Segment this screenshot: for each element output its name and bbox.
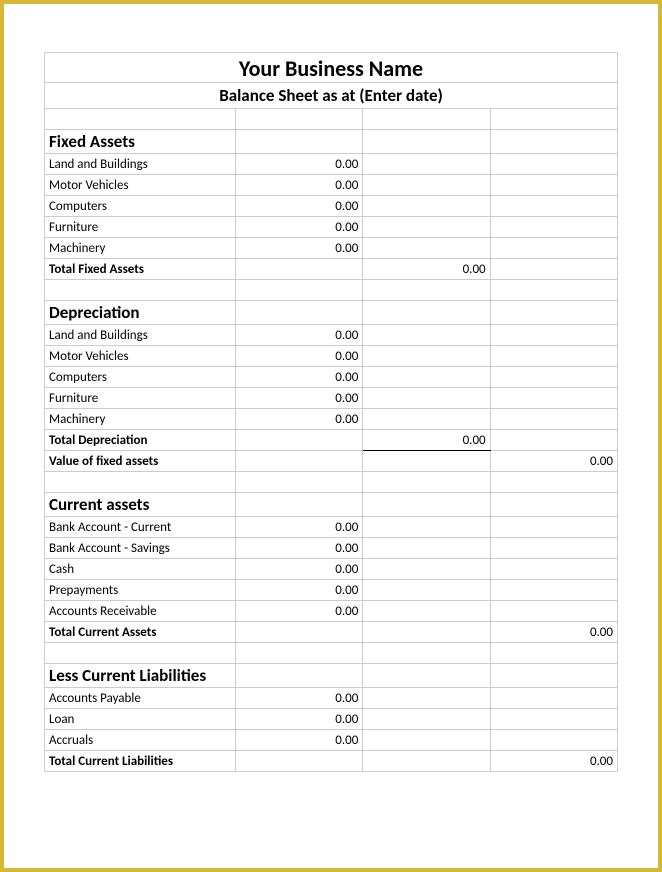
spacer-row [45, 643, 618, 664]
spacer-row [45, 109, 618, 130]
row-value: 0.00 [236, 538, 363, 559]
table-row: Cash 0.00 [45, 559, 618, 580]
row-label: Furniture [45, 388, 236, 409]
row-value: 0.00 [236, 601, 363, 622]
table-row: Furniture 0.00 [45, 388, 618, 409]
value-of-fixed-assets-value: 0.00 [490, 451, 617, 472]
total-current-assets-label: Total Current Assets [45, 622, 236, 643]
total-fixed-assets-value: 0.00 [363, 259, 490, 280]
row-value: 0.00 [236, 346, 363, 367]
row-label: Motor Vehicles [45, 175, 236, 196]
row-label: Computers [45, 196, 236, 217]
row-value: 0.00 [236, 325, 363, 346]
table-row: Loan 0.00 [45, 709, 618, 730]
row-value: 0.00 [236, 730, 363, 751]
total-fixed-assets-label: Total Fixed Assets [45, 259, 236, 280]
total-depreciation-value: 0.00 [363, 430, 490, 451]
row-value: 0.00 [236, 388, 363, 409]
depreciation-header-row: Depreciation [45, 301, 618, 325]
row-value: 0.00 [236, 154, 363, 175]
row-value: 0.00 [236, 517, 363, 538]
table-row: Accounts Payable 0.00 [45, 688, 618, 709]
row-label: Bank Account - Savings [45, 538, 236, 559]
total-fixed-assets-row: Total Fixed Assets 0.00 [45, 259, 618, 280]
table-row: Accruals 0.00 [45, 730, 618, 751]
spacer-row [45, 280, 618, 301]
row-label: Furniture [45, 217, 236, 238]
current-assets-header-row: Current assets [45, 493, 618, 517]
row-label: Loan [45, 709, 236, 730]
total-current-assets-value: 0.00 [490, 622, 617, 643]
balance-sheet-table: Your Business Name Balance Sheet as at (… [44, 52, 618, 772]
depreciation-header: Depreciation [45, 301, 236, 325]
current-liabilities-header: Less Current Liabilities [45, 664, 236, 688]
table-row: Machinery 0.00 [45, 409, 618, 430]
fixed-assets-header-row: Fixed Assets [45, 130, 618, 154]
row-value: 0.00 [236, 709, 363, 730]
business-name-title: Your Business Name [45, 53, 618, 83]
row-label: Cash [45, 559, 236, 580]
table-row: Bank Account - Savings 0.00 [45, 538, 618, 559]
balance-sheet-subtitle: Balance Sheet as at (Enter date) [45, 83, 618, 109]
table-row: Accounts Receivable 0.00 [45, 601, 618, 622]
value-of-fixed-assets-label: Value of fixed assets [45, 451, 236, 472]
row-label: Accounts Payable [45, 688, 236, 709]
total-current-assets-row: Total Current Assets 0.00 [45, 622, 618, 643]
table-row: Motor Vehicles 0.00 [45, 175, 618, 196]
subtitle-row: Balance Sheet as at (Enter date) [45, 83, 618, 109]
row-value: 0.00 [236, 217, 363, 238]
row-value: 0.00 [236, 580, 363, 601]
row-label: Land and Buildings [45, 325, 236, 346]
row-label: Accounts Receivable [45, 601, 236, 622]
row-label: Bank Account - Current [45, 517, 236, 538]
row-value: 0.00 [236, 196, 363, 217]
value-of-fixed-assets-row: Value of fixed assets 0.00 [45, 451, 618, 472]
table-row: Motor Vehicles 0.00 [45, 346, 618, 367]
table-row: Bank Account - Current 0.00 [45, 517, 618, 538]
table-row: Machinery 0.00 [45, 238, 618, 259]
row-label: Machinery [45, 238, 236, 259]
row-label: Motor Vehicles [45, 346, 236, 367]
total-current-liabilities-value: 0.00 [490, 751, 617, 772]
row-value: 0.00 [236, 175, 363, 196]
row-value: 0.00 [236, 238, 363, 259]
table-row: Furniture 0.00 [45, 217, 618, 238]
table-row: Prepayments 0.00 [45, 580, 618, 601]
table-row: Land and Buildings 0.00 [45, 154, 618, 175]
row-value: 0.00 [236, 688, 363, 709]
total-depreciation-label: Total Depreciation [45, 430, 236, 451]
fixed-assets-header: Fixed Assets [45, 130, 236, 154]
spacer-row [45, 472, 618, 493]
row-label: Computers [45, 367, 236, 388]
table-row: Computers 0.00 [45, 367, 618, 388]
document-frame: Your Business Name Balance Sheet as at (… [0, 0, 662, 872]
row-label: Machinery [45, 409, 236, 430]
row-label: Land and Buildings [45, 154, 236, 175]
table-row: Computers 0.00 [45, 196, 618, 217]
current-assets-header: Current assets [45, 493, 236, 517]
total-depreciation-row: Total Depreciation 0.00 [45, 430, 618, 451]
row-label: Prepayments [45, 580, 236, 601]
row-value: 0.00 [236, 367, 363, 388]
total-current-liabilities-label: Total Current Liabilities [45, 751, 236, 772]
row-label: Accruals [45, 730, 236, 751]
row-value: 0.00 [236, 559, 363, 580]
title-row: Your Business Name [45, 53, 618, 83]
total-current-liabilities-row: Total Current Liabilities 0.00 [45, 751, 618, 772]
current-liabilities-header-row: Less Current Liabilities [45, 664, 618, 688]
table-row: Land and Buildings 0.00 [45, 325, 618, 346]
row-value: 0.00 [236, 409, 363, 430]
